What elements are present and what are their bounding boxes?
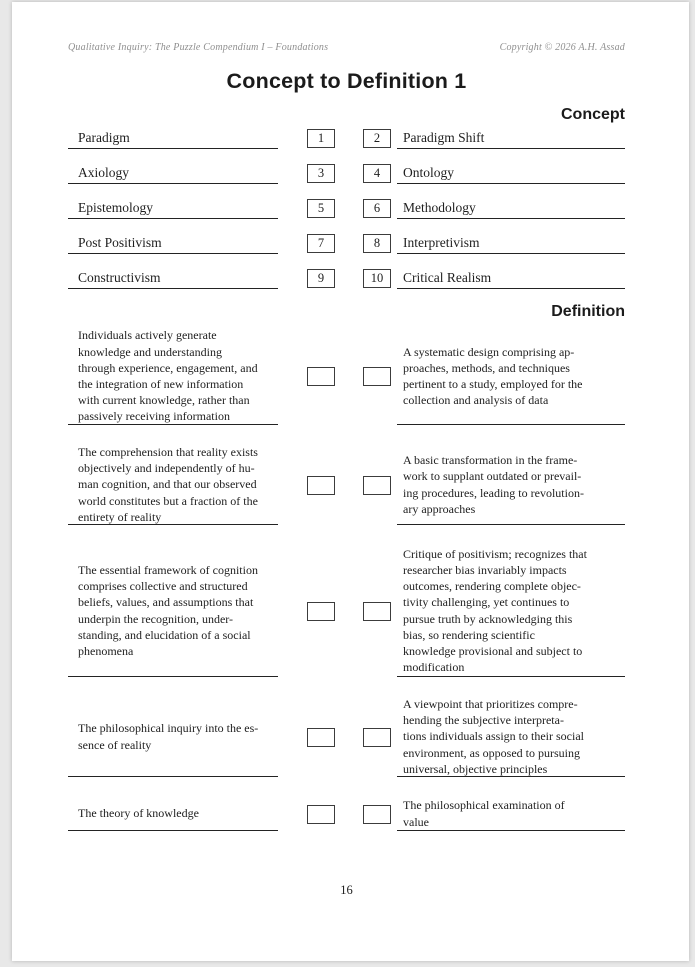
definition-text: A systematic design comprising ap- proac…: [403, 344, 583, 408]
number-box: 6: [363, 198, 391, 218]
definition-row: The comprehension that reality exists ob…: [68, 445, 625, 525]
concept-term-label: Methodology: [403, 200, 476, 215]
definition-section-heading: Definition: [551, 303, 625, 320]
number-box: 1: [307, 128, 335, 148]
number-box: 10: [363, 268, 391, 288]
definition-row: The philosophical inquiry into the es- s…: [68, 697, 625, 777]
concept-term-label: Critical Realism: [403, 270, 492, 285]
definition-text-right: The philosophical examination of value: [397, 797, 625, 831]
definition-text: A basic transformation in the frame- wor…: [403, 453, 584, 516]
concept-row: Constructivism 9 10 Critical Realism: [68, 267, 625, 289]
concept-term-left: Axiology: [68, 162, 278, 184]
page-number: 16: [340, 883, 353, 897]
number-box: 3: [307, 163, 335, 183]
answer-box: [363, 475, 391, 495]
concept-term-right: Paradigm Shift: [397, 127, 625, 149]
concept-row: Epistemology 5 6 Methodology: [68, 197, 625, 219]
definition-text-left: The comprehension that reality exists ob…: [68, 445, 278, 525]
concept-term-right: Critical Realism: [397, 267, 625, 289]
concept-term-left: Paradigm: [68, 127, 278, 149]
concept-term-label: Epistemology: [78, 200, 153, 215]
definition-text: A viewpoint that prioritizes compre- hen…: [403, 697, 584, 776]
number-box: 8: [363, 233, 391, 253]
number-box: 9: [307, 268, 335, 288]
definition-text-left: The philosophical inquiry into the es- s…: [68, 697, 278, 777]
concept-term-label: Interpretivism: [403, 235, 480, 250]
answer-box: [307, 727, 335, 747]
running-header: Qualitative Inquiry: The Puzzle Compendi…: [68, 42, 625, 54]
page-title: Concept to Definition 1: [226, 69, 467, 93]
definition-text: The theory of knowledge: [78, 806, 199, 821]
concept-term-label: Axiology: [78, 165, 130, 180]
definition-text: The comprehension that reality exists ob…: [78, 445, 258, 524]
concept-term-left: Epistemology: [68, 197, 278, 219]
concept-term-label: Constructivism: [78, 270, 161, 285]
definition-text-right: A viewpoint that prioritizes compre- hen…: [397, 697, 625, 777]
answer-box: [307, 601, 335, 621]
concept-term-label: Paradigm Shift: [403, 130, 485, 145]
definition-text: Critique of positivism; recognizes that …: [403, 546, 587, 675]
number-box: 2: [363, 128, 391, 148]
definition-text: The essential framework of cognition com…: [78, 562, 258, 658]
concept-term-right: Methodology: [397, 197, 625, 219]
definition-text: The philosophical examination of value: [403, 798, 565, 829]
number-box: 4: [363, 163, 391, 183]
definition-text: Individuals actively generate knowledge …: [78, 328, 258, 424]
definition-text-right: A basic transformation in the frame- wor…: [397, 445, 625, 525]
document-page: Qualitative Inquiry: The Puzzle Compendi…: [12, 2, 689, 961]
answer-box: [363, 727, 391, 747]
definition-text-right: A systematic design comprising ap- proac…: [397, 328, 625, 425]
definition-text-left: Individuals actively generate knowledge …: [68, 328, 278, 425]
concept-section-heading: Concept: [561, 106, 625, 123]
running-header-left: Qualitative Inquiry: The Puzzle Compendi…: [68, 42, 329, 53]
concept-row: Paradigm 1 2 Paradigm Shift: [68, 127, 625, 149]
answer-box: [307, 804, 335, 824]
definition-row: Individuals actively generate knowledge …: [68, 328, 625, 425]
running-header-right: Copyright © 2026 A.H. Assad: [499, 42, 625, 53]
concept-row: Axiology 3 4 Ontology: [68, 162, 625, 184]
definition-text-right: Critique of positivism; recognizes that …: [397, 545, 625, 677]
definition-text-left: The essential framework of cognition com…: [68, 545, 278, 677]
answer-box: [307, 367, 335, 386]
concept-term-left: Constructivism: [68, 267, 278, 289]
concept-term-right: Ontology: [397, 162, 625, 184]
concept-term-label: Paradigm: [78, 130, 130, 145]
concept-term-left: Post Positivism: [68, 232, 278, 254]
answer-box: [307, 475, 335, 495]
concept-term-label: Ontology: [403, 165, 455, 180]
answer-box: [363, 367, 391, 386]
number-box: 5: [307, 198, 335, 218]
number-box: 7: [307, 233, 335, 253]
concept-row: Post Positivism 7 8 Interpretivism: [68, 232, 625, 254]
concept-term-label: Post Positivism: [78, 235, 162, 250]
definition-row: The essential framework of cognition com…: [68, 545, 625, 677]
definition-text-left: The theory of knowledge: [68, 797, 278, 831]
definition-text: The philosophical inquiry into the es- s…: [78, 721, 259, 752]
concept-term-right: Interpretivism: [397, 232, 625, 254]
answer-box: [363, 601, 391, 621]
answer-box: [363, 804, 391, 824]
definition-row: The theory of knowledge The philosophica…: [68, 797, 625, 831]
